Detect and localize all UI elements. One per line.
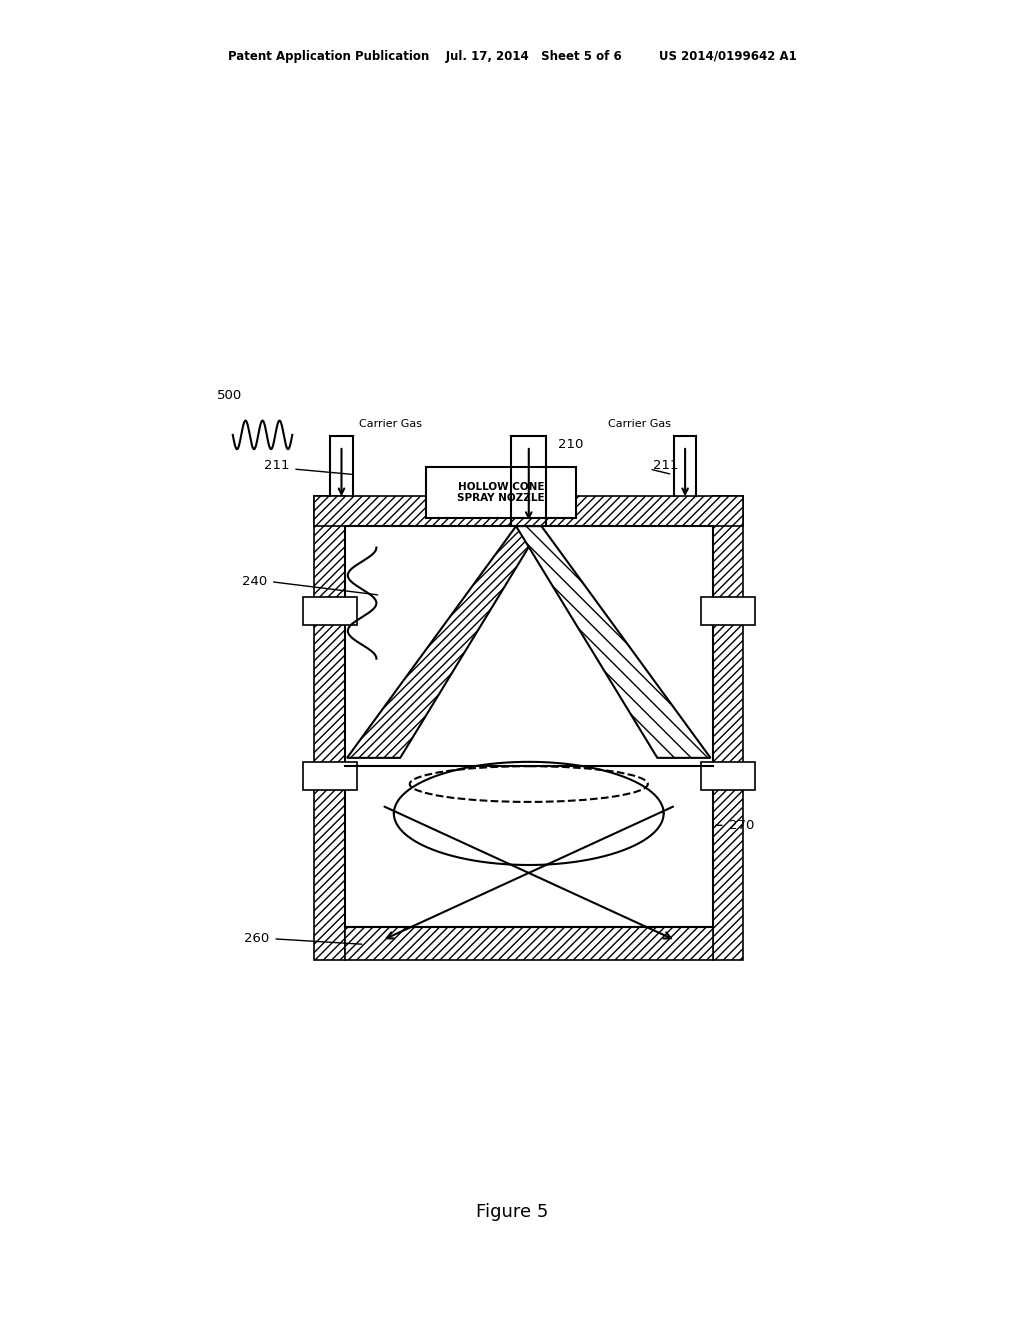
Bar (303, 597, 356, 626)
Bar (701, 597, 755, 626)
Text: 260: 260 (244, 932, 269, 945)
Bar (345, 527, 713, 927)
Polygon shape (516, 527, 711, 758)
Bar (701, 762, 755, 791)
Ellipse shape (410, 766, 648, 803)
Bar (345, 927, 713, 960)
Text: Carrier Gas: Carrier Gas (359, 418, 422, 429)
Bar (303, 762, 356, 791)
Bar (426, 466, 577, 519)
Text: Figure 5: Figure 5 (476, 1203, 548, 1221)
Text: HOLLOW CONE
SPRAY NOZZLE: HOLLOW CONE SPRAY NOZZLE (457, 482, 545, 503)
Text: 240: 240 (242, 576, 267, 589)
Bar (314, 496, 345, 960)
Bar (314, 496, 743, 527)
Text: Carrier Gas: Carrier Gas (608, 418, 671, 429)
Text: 211: 211 (263, 458, 289, 471)
Bar (713, 496, 743, 960)
Text: 500: 500 (217, 388, 242, 401)
Text: 211: 211 (653, 458, 679, 471)
Text: Patent Application Publication    Jul. 17, 2014   Sheet 5 of 6         US 2014/0: Patent Application Publication Jul. 17, … (227, 50, 797, 63)
Text: 270: 270 (729, 818, 754, 832)
Text: 210: 210 (558, 438, 584, 451)
Polygon shape (347, 527, 542, 758)
